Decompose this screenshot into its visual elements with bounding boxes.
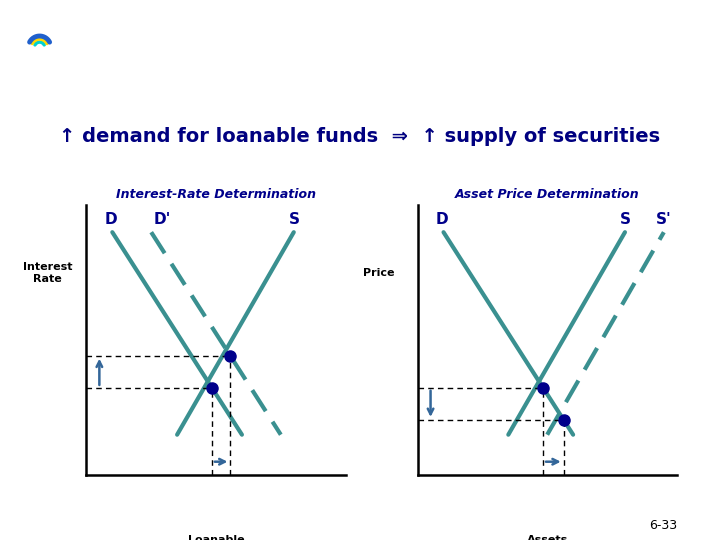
Text: S: S xyxy=(289,212,300,227)
Text: S: S xyxy=(620,212,631,227)
Text: ↑ demand for loanable funds  ⇒  ↑ supply of securities: ↑ demand for loanable funds ⇒ ↑ supply o… xyxy=(60,127,660,146)
Text: Interest
Rate: Interest Rate xyxy=(23,262,72,284)
Title: Interest-Rate Determination: Interest-Rate Determination xyxy=(116,188,316,201)
Text: Assets: Assets xyxy=(526,535,568,540)
Text: D': D' xyxy=(154,212,171,227)
Text: Loanable
Funds: Loanable Funds xyxy=(188,535,244,540)
Text: Yield-Asset Price Relationships: Yield-Asset Price Relationships xyxy=(148,33,659,61)
Title: Asset Price Determination: Asset Price Determination xyxy=(455,188,639,201)
Text: D: D xyxy=(436,212,449,227)
Text: 6-33: 6-33 xyxy=(649,519,677,532)
Text: Price: Price xyxy=(363,268,395,278)
Text: S': S' xyxy=(656,212,672,227)
Text: D: D xyxy=(104,212,117,227)
